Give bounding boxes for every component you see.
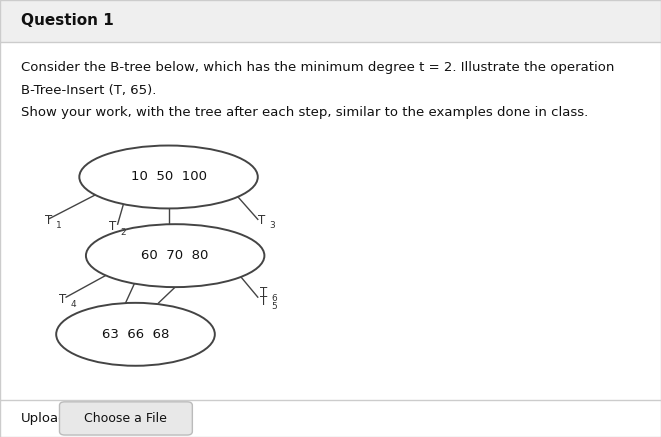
Text: Show your work, with the tree after each step, similar to the examples done in c: Show your work, with the tree after each… (21, 106, 588, 119)
Text: T: T (260, 295, 267, 308)
Ellipse shape (86, 224, 264, 287)
Text: Question 1: Question 1 (21, 13, 114, 28)
Text: Consider the B-tree below, which has the minimum degree t = 2. Illustrate the op: Consider the B-tree below, which has the… (21, 61, 615, 74)
FancyBboxPatch shape (59, 402, 192, 435)
FancyBboxPatch shape (0, 0, 661, 42)
Text: 4: 4 (71, 300, 77, 309)
Text: 6: 6 (271, 294, 277, 302)
Text: T: T (258, 214, 265, 227)
Text: 63  66  68: 63 66 68 (102, 328, 169, 341)
Text: 5: 5 (271, 302, 277, 311)
Text: 3: 3 (269, 222, 275, 230)
Text: T: T (45, 214, 52, 227)
Ellipse shape (56, 303, 215, 366)
Ellipse shape (79, 146, 258, 208)
Text: T: T (59, 293, 67, 306)
Text: Upload: Upload (21, 412, 68, 425)
Text: B-Tree-Insert (T, 65).: B-Tree-Insert (T, 65). (21, 84, 157, 97)
Text: 2: 2 (120, 228, 126, 236)
Text: Choose a File: Choose a File (85, 412, 167, 425)
Text: T: T (109, 220, 116, 233)
Text: 1: 1 (56, 222, 62, 230)
Text: 10  50  100: 10 50 100 (131, 170, 206, 184)
Text: T: T (260, 286, 267, 299)
Text: 60  70  80: 60 70 80 (141, 249, 209, 262)
